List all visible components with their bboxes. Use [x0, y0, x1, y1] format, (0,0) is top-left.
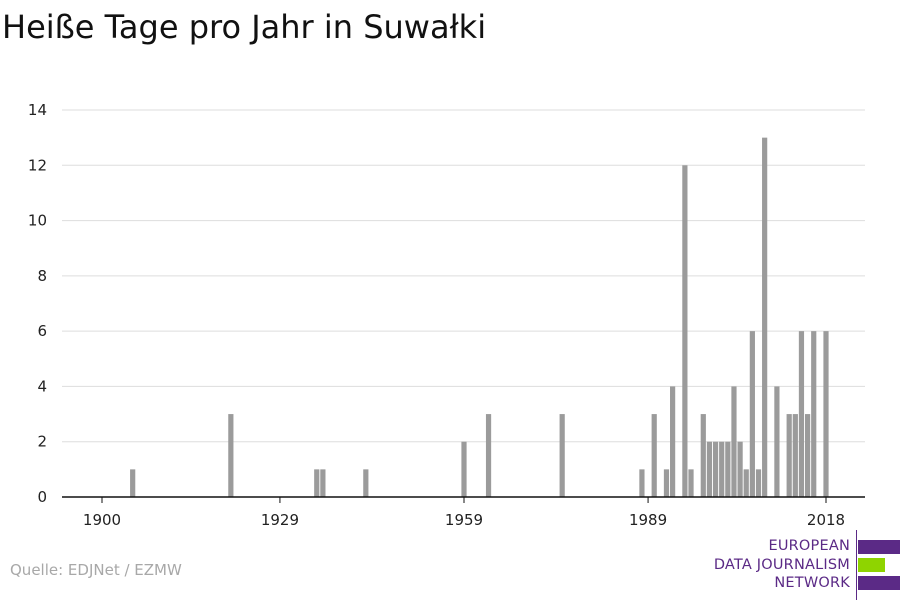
bar-2003 [731, 386, 737, 497]
bar-1936 [320, 469, 326, 497]
y-tick-label: 12 [28, 156, 47, 174]
logo-bar-top [858, 540, 900, 554]
x-tick-label: 1959 [445, 511, 483, 529]
bars [130, 137, 829, 498]
bar-1921 [228, 414, 234, 497]
edjnet-logo: EUROPEAN DATA JOURNALISM NETWORK [700, 530, 900, 600]
bar-1963 [485, 414, 492, 497]
x-tick-label: 2018 [807, 511, 845, 529]
bar-2001 [719, 441, 725, 497]
bar-2005 [743, 469, 749, 497]
bar-1990 [651, 414, 657, 497]
bar-1943 [363, 469, 369, 497]
bar-1975 [559, 414, 565, 497]
bar-2015 [804, 414, 811, 497]
logo-bar-bottom [858, 576, 900, 590]
bar-2000 [712, 441, 719, 497]
x-tick-label: 1929 [261, 511, 299, 529]
bar-1998 [700, 414, 706, 497]
bar-2018 [823, 331, 829, 497]
bar-2004 [737, 441, 743, 497]
bar-2010 [774, 386, 780, 497]
x-tick-label: 1900 [83, 511, 121, 529]
grid-lines [62, 109, 865, 443]
y-tick-label: 6 [37, 322, 47, 340]
bar-1935 [314, 469, 320, 497]
y-tick-label: 8 [37, 267, 47, 285]
bar-2002 [725, 441, 731, 497]
logo-line-european: EUROPEAN [768, 538, 850, 554]
x-axis-ticks: 1900 1929 1959 1989 2018 [83, 497, 845, 529]
y-tick-label: 14 [28, 101, 47, 119]
bar-2006 [749, 331, 755, 497]
bar-1905 [130, 469, 136, 497]
chart-title: Heiße Tage pro Jahr in Suwałki [2, 8, 487, 46]
bar-1996 [688, 469, 694, 497]
logo-line-network: NETWORK [774, 575, 850, 591]
bar-2008 [762, 137, 768, 497]
y-tick-label: 0 [37, 488, 47, 506]
x-tick-label: 1989 [629, 511, 667, 529]
source-note: Quelle: EDJNet / EZMW [10, 561, 182, 579]
bar-1999 [706, 441, 713, 497]
y-tick-label: 4 [37, 377, 47, 395]
y-tick-label: 10 [28, 212, 47, 230]
y-axis-ticks: 0 2 4 6 8 10 12 14 [28, 101, 47, 506]
bar-2013 [792, 414, 798, 497]
bar-2016 [811, 331, 817, 497]
logo-line-data-journalism: DATA JOURNALISM [713, 557, 850, 573]
bar-1993 [670, 386, 676, 497]
y-tick-label: 2 [37, 433, 47, 451]
bar-1992 [663, 469, 670, 497]
bar-2014 [798, 331, 805, 497]
logo-divider [856, 530, 857, 600]
bar-2012 [786, 414, 792, 497]
bar-1959 [461, 441, 467, 497]
bar-1988 [639, 469, 645, 497]
bar-1995 [682, 165, 688, 498]
logo-bar-middle [858, 558, 885, 572]
bar-2007 [755, 469, 762, 497]
